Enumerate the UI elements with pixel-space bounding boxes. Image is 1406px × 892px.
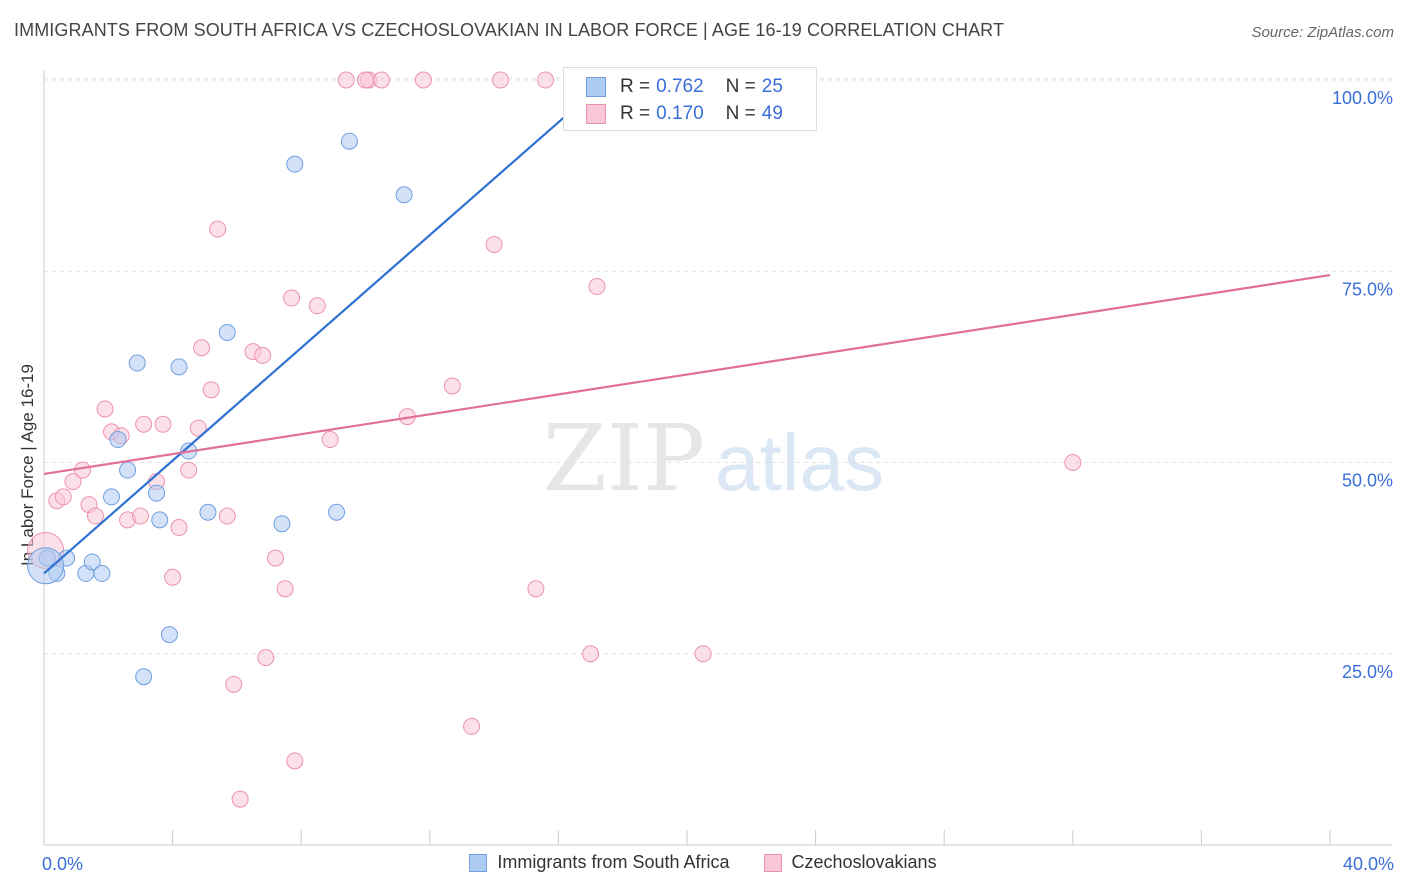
- y-tick-label: 25.0%: [1342, 662, 1393, 682]
- n-label: N =: [725, 103, 756, 124]
- point-south-africa: [151, 511, 169, 529]
- point-south-africa: [273, 515, 291, 533]
- legend-swatch-czechoslovakians: [763, 853, 782, 872]
- point-czechoslovakians: [1064, 454, 1082, 471]
- point-south-africa: [119, 461, 137, 479]
- point-czechoslovakians: [231, 790, 249, 808]
- point-south-africa: [199, 503, 217, 521]
- point-czechoslovakians: [135, 415, 153, 433]
- point-czechoslovakians: [582, 645, 600, 663]
- point-czechoslovakians: [54, 488, 72, 506]
- point-czechoslovakians: [308, 297, 326, 315]
- point-czechoslovakians: [131, 507, 149, 525]
- point-czechoslovakians: [463, 717, 481, 735]
- point-czechoslovakians: [180, 461, 198, 479]
- source-credit: Source: ZipAtlas.com: [1251, 24, 1394, 41]
- stats-box: R = 0.762 N = 25 R = 0.170 N = 49: [563, 67, 817, 131]
- point-czechoslovakians: [321, 431, 339, 449]
- watermark-zip: ZIP: [543, 405, 705, 512]
- legend-label: Czechoslovakians: [791, 852, 937, 872]
- point-czechoslovakians: [527, 580, 545, 598]
- point-czechoslovakians: [254, 346, 272, 364]
- n-label: N =: [725, 76, 756, 97]
- point-south-africa: [109, 431, 127, 449]
- point-czechoslovakians: [164, 568, 182, 586]
- point-south-africa: [160, 626, 178, 644]
- n-value: 49: [761, 103, 783, 124]
- point-czechoslovakians: [64, 473, 82, 491]
- x-tick-label: 40.0%: [1343, 854, 1394, 874]
- point-czechoslovakians: [443, 377, 461, 395]
- stats-row-south-africa: R = 0.762 N = 25: [586, 75, 783, 99]
- point-czechoslovakians: [373, 71, 391, 89]
- r-label: R =: [620, 76, 651, 97]
- point-south-africa: [27, 547, 65, 585]
- point-czechoslovakians: [357, 71, 374, 89]
- point-czechoslovakians: [218, 507, 236, 525]
- point-south-africa: [218, 323, 236, 341]
- y-tick-label: 50.0%: [1342, 471, 1393, 491]
- point-czechoslovakians: [257, 649, 275, 667]
- r-value: 0.170: [656, 103, 704, 124]
- point-czechoslovakians: [225, 675, 243, 693]
- n-value: 25: [761, 76, 783, 97]
- point-south-africa: [328, 503, 346, 521]
- point-czechoslovakians: [154, 415, 172, 433]
- point-czechoslovakians: [209, 220, 227, 238]
- point-czechoslovakians: [266, 549, 284, 567]
- chart-title: IMMIGRANTS FROM SOUTH AFRICA VS CZECHOSL…: [14, 20, 1005, 40]
- point-czechoslovakians: [202, 381, 220, 399]
- stats-swatch-south-africa: [586, 77, 606, 97]
- trend-line-south-africa: [43, 79, 608, 575]
- legend-swatch-south-africa: [469, 853, 488, 872]
- r-label: R =: [620, 103, 651, 124]
- legend-item-south-africa[interactable]: Immigrants from South Africa: [469, 852, 730, 873]
- stats-row-czechoslovakians: R = 0.170 N = 49: [586, 102, 783, 126]
- r-value: 0.762: [656, 76, 704, 97]
- point-czechoslovakians: [96, 400, 114, 418]
- x-tick-label: 0.0%: [42, 854, 83, 874]
- point-czechoslovakians: [537, 71, 555, 89]
- legend-item-czechoslovakians[interactable]: Czechoslovakians: [763, 852, 937, 873]
- point-south-africa: [340, 132, 358, 150]
- point-czechoslovakians: [588, 278, 606, 296]
- point-czechoslovakians: [276, 580, 294, 598]
- point-czechoslovakians: [485, 235, 503, 253]
- point-south-africa: [170, 358, 188, 376]
- point-south-africa: [135, 668, 153, 686]
- point-czechoslovakians: [74, 461, 92, 479]
- legend: Immigrants from South Africa Czechoslova…: [0, 852, 1406, 873]
- legend-label: Immigrants from South Africa: [497, 852, 730, 872]
- point-czechoslovakians: [86, 507, 104, 525]
- stats-swatch-czechoslovakians: [586, 104, 606, 124]
- point-south-africa: [83, 553, 101, 571]
- point-czechoslovakians: [189, 419, 207, 437]
- point-south-africa: [148, 484, 166, 502]
- trend-line-czechoslovakians: [43, 273, 1331, 476]
- point-south-africa: [93, 564, 111, 582]
- y-tick-label: 100.0%: [1332, 88, 1393, 108]
- point-czechoslovakians: [193, 339, 211, 357]
- y-tick-label: 75.0%: [1342, 279, 1393, 299]
- point-czechoslovakians: [170, 519, 188, 537]
- point-south-africa: [395, 186, 413, 204]
- point-czechoslovakians: [286, 752, 304, 770]
- point-czechoslovakians: [492, 71, 510, 89]
- point-czechoslovakians: [283, 289, 301, 307]
- point-czechoslovakians: [414, 71, 432, 89]
- point-czechoslovakians: [694, 645, 712, 663]
- point-south-africa: [286, 155, 304, 173]
- point-czechoslovakians: [337, 71, 355, 89]
- point-south-africa: [103, 488, 121, 506]
- point-south-africa: [128, 354, 146, 372]
